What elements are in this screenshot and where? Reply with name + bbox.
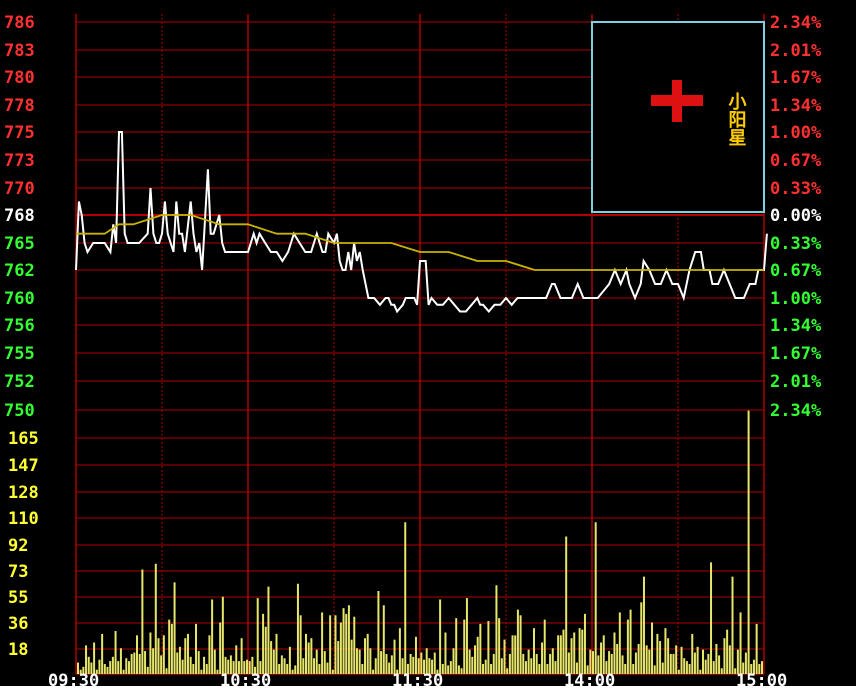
right-tick-label: 2.01% xyxy=(770,372,822,392)
left-tick-label: 770 xyxy=(4,179,35,199)
right-tick-label: 1.34% xyxy=(770,96,822,116)
legend-cross-stem xyxy=(672,80,682,122)
volume-tick-label: 92 xyxy=(8,536,28,556)
left-tick-label: 760 xyxy=(4,289,35,309)
volume-tick-label: 73 xyxy=(8,562,28,582)
price-lines xyxy=(75,131,768,314)
right-tick-label: 1.00% xyxy=(770,289,822,309)
time-tick-label: 15:00 xyxy=(736,671,787,686)
time-tick-label: 14:00 xyxy=(564,671,615,686)
left-tick-label: 773 xyxy=(4,151,35,171)
legend-box: 小阳星 xyxy=(591,21,765,213)
time-tick-label: 10:30 xyxy=(220,671,271,686)
left-tick-label: 752 xyxy=(4,372,35,392)
left-tick-label: 755 xyxy=(4,344,35,364)
volume-tick-label: 147 xyxy=(8,456,39,476)
volume-tick-label: 165 xyxy=(8,429,39,449)
volume-axis: 165 147 128 110 92 73 55 36 18 xyxy=(8,429,39,660)
left-tick-label: 778 xyxy=(4,96,35,116)
right-tick-label: 1.00% xyxy=(770,123,822,143)
right-tick-label: 0.33% xyxy=(770,234,822,254)
right-tick-label: 2.01% xyxy=(770,41,822,61)
right-tick-label: 2.34% xyxy=(770,401,822,421)
volume-tick-label: 110 xyxy=(8,509,39,529)
left-tick-label: 756 xyxy=(4,316,35,336)
left-price-axis: 786 783 780 778 775 773 770 768 765 762 760 756 755 7… xyxy=(4,13,35,421)
volume-tick-label: 55 xyxy=(8,588,28,608)
left-tick-label: 780 xyxy=(4,68,35,88)
volume-tick-label: 18 xyxy=(8,640,28,660)
left-tick-label: 768 xyxy=(4,206,35,226)
left-tick-label: 786 xyxy=(4,13,35,33)
time-tick-label: 09:30 xyxy=(48,671,99,686)
right-tick-label: 1.67% xyxy=(770,344,822,364)
average-price-line xyxy=(76,214,764,271)
right-tick-label: 2.34% xyxy=(770,13,822,33)
right-tick-label: 0.33% xyxy=(770,179,822,199)
left-tick-label: 765 xyxy=(4,234,35,254)
left-tick-label: 750 xyxy=(4,401,35,421)
left-tick-label: 775 xyxy=(4,123,35,143)
right-tick-label: 0.00% xyxy=(770,206,822,226)
right-tick-label: 1.34% xyxy=(770,316,822,336)
time-tick-label: 11:30 xyxy=(392,671,443,686)
right-tick-label: 0.67% xyxy=(770,151,822,171)
legend-label: 小阳星 xyxy=(726,92,747,146)
volume-tick-label: 36 xyxy=(8,614,28,634)
left-tick-label: 783 xyxy=(4,41,35,61)
volume-tick-label: 128 xyxy=(8,483,39,503)
price-line xyxy=(75,131,768,314)
volume-bars xyxy=(77,410,763,674)
left-tick-label: 762 xyxy=(4,261,35,281)
right-tick-label: 0.67% xyxy=(770,261,822,281)
right-tick-label: 1.67% xyxy=(770,68,822,88)
right-percent-axis: 2.34% 2.01% 1.67% 1.34% 1.00% 0.67% 0.33% 0.00%… xyxy=(770,13,822,421)
